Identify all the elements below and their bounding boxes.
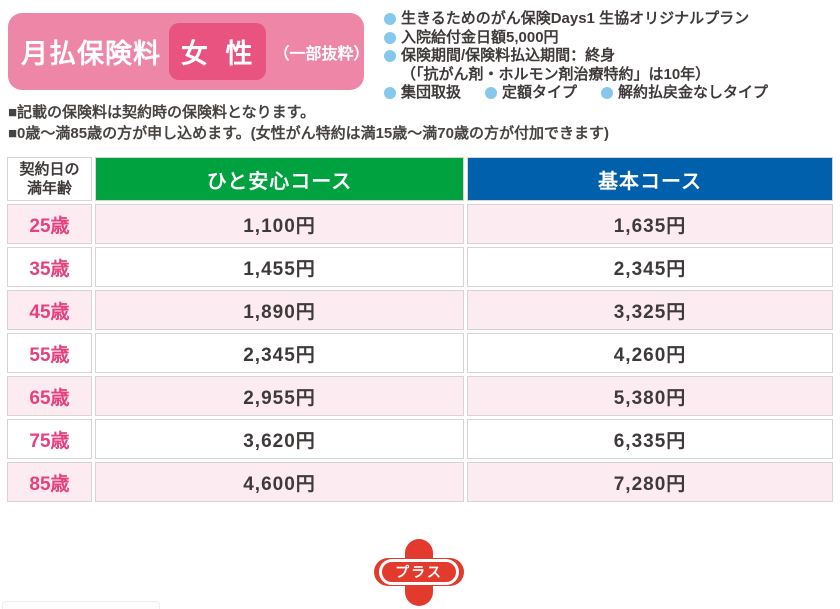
course2-price: 2,345円: [467, 247, 833, 287]
tag-text: 解約払戻金なしタイプ: [618, 84, 769, 101]
table-row: 65歳 2,955円 5,380円: [7, 376, 833, 416]
feature-tag: 解約払戻金なしタイプ: [601, 84, 768, 103]
table-header-row: 契約日の 満年齢 ひと安心コース 基本コース: [7, 157, 833, 201]
title-banner: 月払保険料 女 性 （一部抜粋）: [8, 13, 370, 90]
course2-header: 基本コース: [467, 157, 833, 201]
bullet-icon: [485, 87, 498, 100]
cutoff-element-edge: [2, 601, 160, 609]
course2-price: 7,280円: [467, 462, 833, 502]
age-cell: 45歳: [7, 290, 92, 330]
tag-text: 定額タイプ: [502, 84, 578, 101]
table-row: 35歳 1,455円 2,345円: [7, 247, 833, 287]
bullet-icon: [601, 87, 614, 100]
course1-price: 4,600円: [95, 462, 464, 502]
feature-text: 保険期間/保険料払込期間：終身: [401, 47, 616, 64]
feature-item: 生きるためのがん保険Days1 生協オリジナルプラン: [384, 10, 836, 29]
course1-price: 2,955円: [95, 376, 464, 416]
age-cell: 85歳: [7, 462, 92, 502]
course2-price: 6,335円: [467, 419, 833, 459]
table-row: 75歳 3,620円 6,335円: [7, 419, 833, 459]
course2-price: 5,380円: [467, 376, 833, 416]
gender-badge: 女 性: [169, 23, 266, 80]
plus-label-pill: プラス: [379, 559, 459, 585]
age-cell: 35歳: [7, 247, 92, 287]
feature-tag: 定額タイプ: [485, 84, 577, 103]
banner-title: 月払保険料: [21, 39, 161, 69]
course1-price: 3,620円: [95, 419, 464, 459]
banner-excerpt-note: （一部抜粋）: [273, 45, 370, 63]
age-header-line1: 契約日の: [19, 161, 80, 178]
feature-tags: 集団取扱 定額タイプ 解約払戻金なしタイプ: [384, 84, 836, 103]
course1-price: 2,345円: [95, 333, 464, 373]
feature-item: 入院給付金日額5,000円: [384, 29, 836, 48]
bullet-icon: [384, 87, 396, 100]
plan-feature-list: 生きるためのがん保険Days1 生協オリジナルプラン 入院給付金日額5,000円…: [384, 10, 836, 103]
note-line: ■0歳～満85歳の方が申し込めます。(女性がん特約は満15歳～満70歳の方が付加…: [8, 125, 609, 142]
table-row: 45歳 1,890円 3,325円: [7, 290, 833, 330]
plus-cross-icon: プラス: [374, 539, 464, 606]
course2-price: 1,635円: [467, 204, 833, 244]
note-line: ■記載の保険料は契約時の保険料となります。: [8, 104, 316, 121]
premium-table: 契約日の 満年齢 ひと安心コース 基本コース 25歳 1,100円 1,635円…: [4, 154, 836, 505]
age-column-header: 契約日の 満年齢: [7, 157, 92, 201]
bullet-icon: [384, 50, 396, 63]
age-cell: 75歳: [7, 419, 92, 459]
feature-text: 生きるためのがん保険Days1 生協オリジナルプラン: [401, 10, 750, 27]
age-header-line2: 満年齢: [26, 180, 72, 197]
course1-price: 1,890円: [95, 290, 464, 330]
course1-price: 1,100円: [95, 204, 464, 244]
bullet-icon: [384, 31, 396, 44]
feature-sub-note: （「抗がん剤・ホルモン剤治療特約」は10年）: [401, 65, 711, 83]
age-cell: 55歳: [7, 333, 92, 373]
age-cell: 65歳: [7, 376, 92, 416]
table-row: 55歳 2,345円 4,260円: [7, 333, 833, 373]
table-row: 85歳 4,600円 7,280円: [7, 462, 833, 502]
tag-text: 集団取扱: [401, 84, 462, 101]
table-row: 25歳 1,100円 1,635円: [7, 204, 833, 244]
feature-item: 保険期間/保険料払込期間：終身: [384, 47, 836, 66]
course1-header: ひと安心コース: [95, 157, 464, 201]
bullet-icon: [384, 13, 396, 26]
feature-tag: 集団取扱: [384, 84, 461, 103]
course1-price: 1,455円: [95, 247, 464, 287]
course2-price: 4,260円: [467, 333, 833, 373]
course2-price: 3,325円: [467, 290, 833, 330]
caveat-notes: ■記載の保険料は契約時の保険料となります。 ■0歳～満85歳の方が申し込めます。…: [8, 102, 609, 144]
age-cell: 25歳: [7, 204, 92, 244]
feature-text: 入院給付金日額5,000円: [401, 28, 559, 46]
